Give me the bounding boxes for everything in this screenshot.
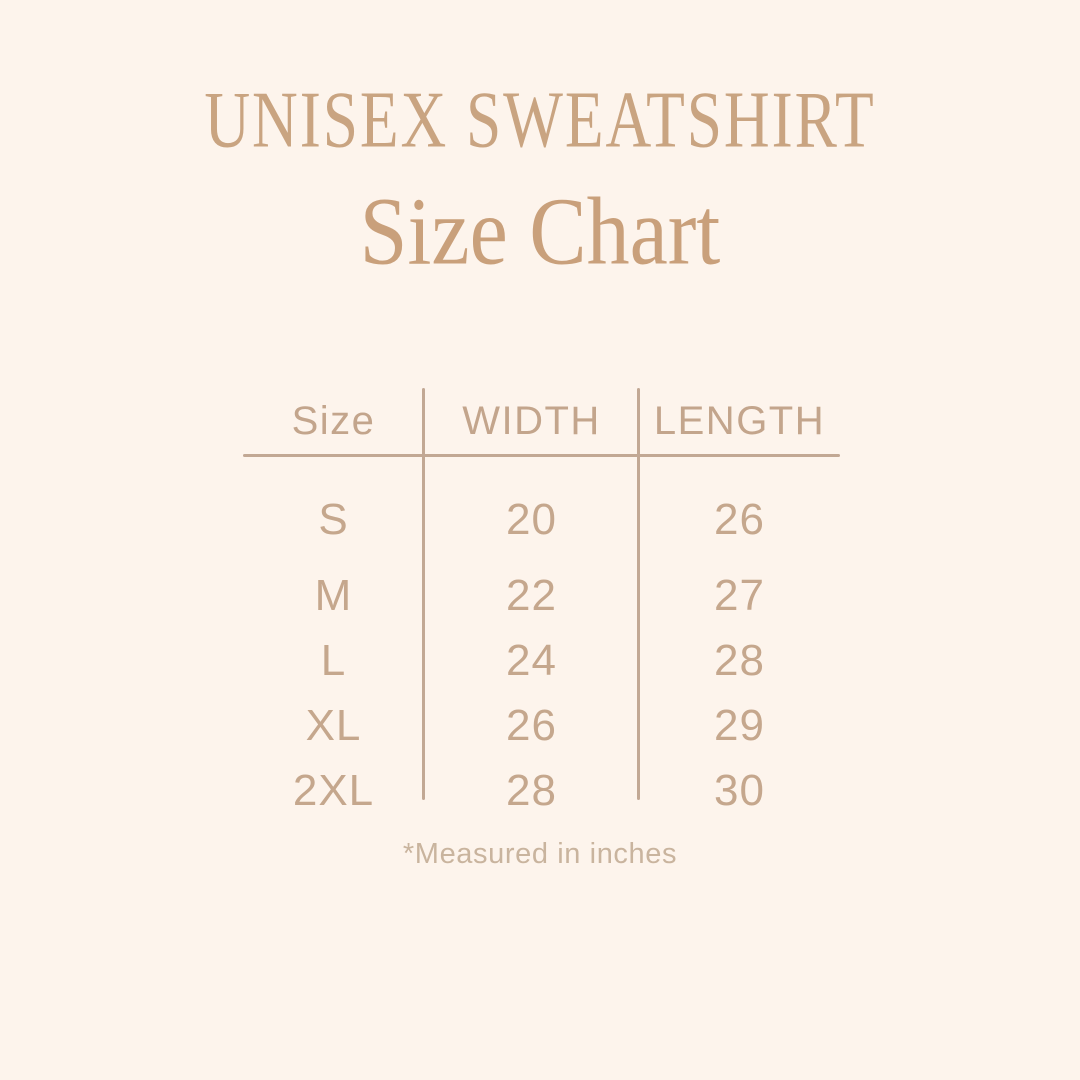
column-header-length: LENGTH [653,399,826,443]
cell-size: S [318,495,349,544]
table-row: L 24 28 [243,628,840,693]
cell-size: 2XL [292,766,375,815]
table-header-row: Size WIDTH LENGTH [243,388,840,454]
cell-length: 26 [714,495,765,544]
heading-block: UNISEX SWEATSHIRT Size Chart [0,75,1080,280]
table-row: S 20 26 [243,454,840,563]
cell-length: 28 [714,636,765,685]
cell-width: 28 [506,766,557,815]
size-table-container: Size WIDTH LENGTH S 20 26 M 22 27 L [243,388,840,815]
page-title-product: UNISEX SWEATSHIRT [204,75,876,165]
column-header-width: WIDTH [462,399,601,443]
cell-size: XL [305,701,362,750]
cell-width: 26 [506,701,557,750]
table-row: 2XL 28 30 [243,758,840,823]
cell-width: 24 [506,636,557,685]
table-row: M 22 27 [243,563,840,628]
cell-length: 29 [714,701,765,750]
cell-size: L [320,636,347,685]
cell-length: 27 [714,571,765,620]
measurement-note: *Measured in inches [402,838,678,870]
page-title-size-chart: Size Chart [359,177,721,286]
cell-size: M [314,571,353,620]
cell-length: 30 [714,766,765,815]
size-table: Size WIDTH LENGTH S 20 26 M 22 27 L [243,388,840,823]
column-header-size: Size [291,399,376,443]
cell-width: 22 [506,571,557,620]
cell-width: 20 [506,495,557,544]
table-row: XL 26 29 [243,693,840,758]
